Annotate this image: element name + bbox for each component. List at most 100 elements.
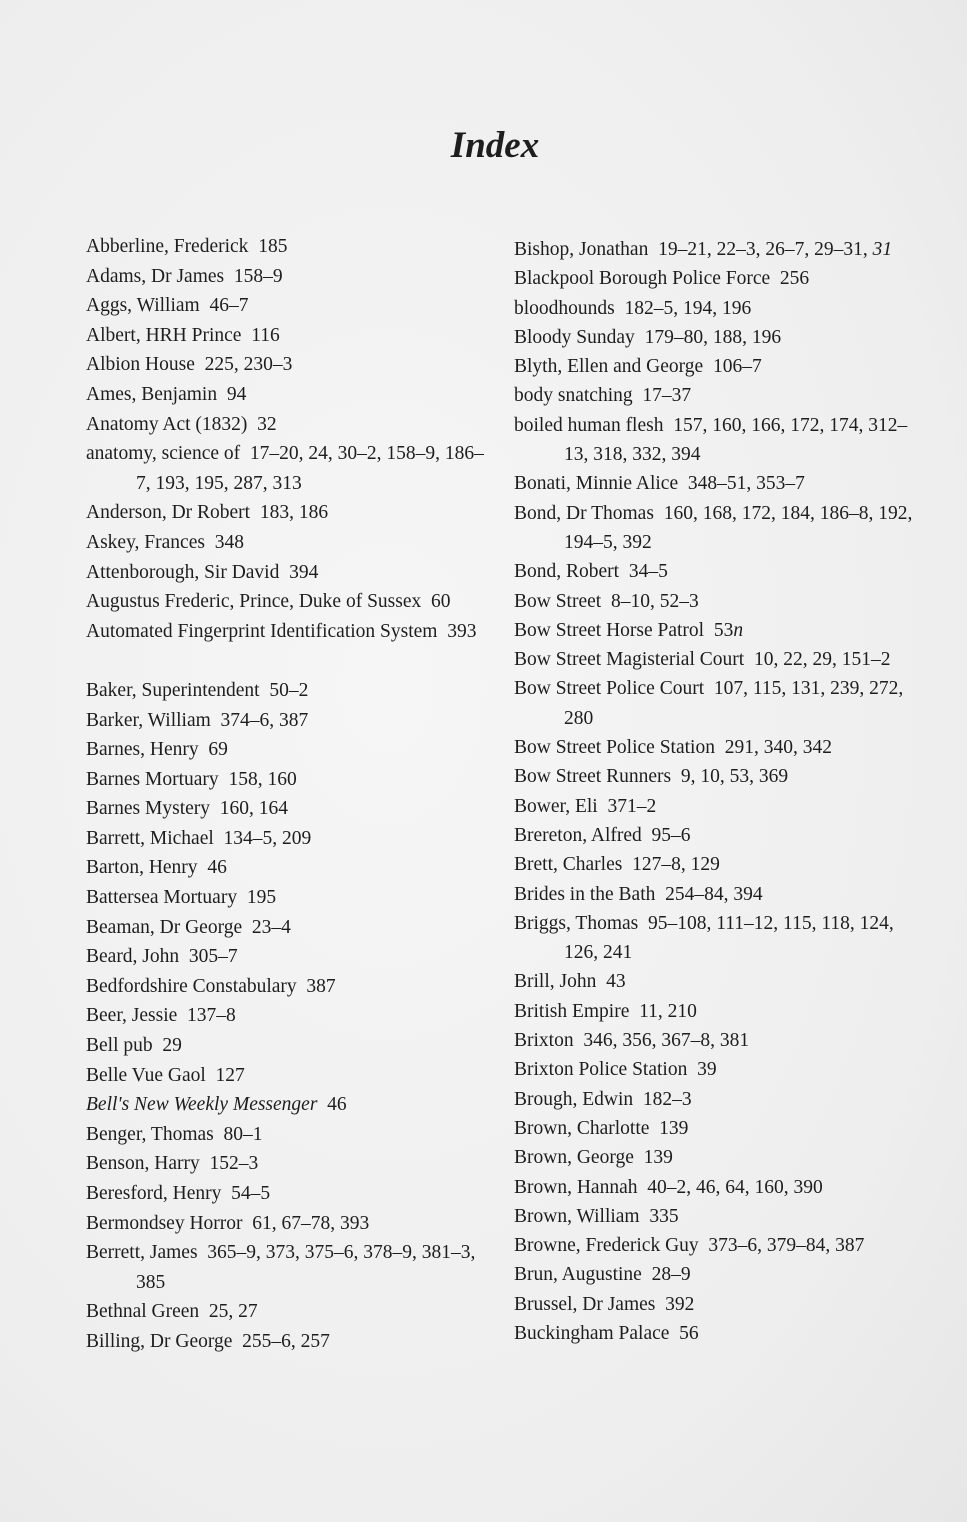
entry-pages: 40–2, 46, 64, 160, 390 — [647, 1176, 823, 1198]
entry-heading: Belle Vue Gaol — [86, 1064, 206, 1086]
entry-pages: 183, 186 — [259, 502, 329, 524]
index-entry: Brussel, Dr James 392 — [514, 1290, 924, 1319]
index-entry: Browne, Frederick Guy 373–6, 379–84, 387 — [514, 1231, 924, 1260]
entry-pages: 25, 27 — [208, 1301, 258, 1323]
index-entry: Bermondsey Horror 61, 67–78, 393 — [86, 1209, 496, 1239]
index-entry: Albert, HRH Prince 116 — [86, 321, 496, 351]
index-entry: Bethnal Green 25, 27 — [86, 1297, 496, 1327]
entry-heading: Aggs, William — [86, 295, 200, 317]
index-entry: Benson, Harry 152–3 — [86, 1149, 496, 1179]
entry-heading: Briggs, Thomas — [514, 912, 639, 934]
entry-pages: 387 — [306, 975, 336, 997]
index-entry: Bow Street Police Station 291, 340, 342 — [514, 733, 924, 762]
index-entry: Billing, Dr George 255–6, 257 — [86, 1327, 496, 1357]
entry-heading: Baker, Superintendent — [86, 679, 260, 701]
entry-pages: 185 — [258, 236, 288, 257]
entry-pages: 182–5, 194, 196 — [624, 297, 752, 319]
index-entry: Bow Street Magisterial Court 10, 22, 29,… — [514, 645, 924, 674]
index-entry: Belle Vue Gaol 127 — [86, 1061, 496, 1091]
index-entry: body snatching 17–37 — [514, 381, 924, 410]
entry-pages: 152–3 — [209, 1153, 259, 1175]
index-entry: Benger, Thomas 80–1 — [86, 1120, 496, 1150]
entry-heading: Brown, George — [514, 1147, 634, 1169]
entry-pages: 137–8 — [187, 1005, 236, 1027]
entry-pages: 46 — [207, 857, 227, 879]
index-entry: Bow Street Police Court 107, 115, 131, 2… — [514, 674, 924, 733]
entry-pages: 95–6 — [651, 824, 691, 846]
index-entry: Beard, John 305–7 — [86, 942, 496, 972]
index-entry: Attenborough, Sir David 394 — [86, 558, 496, 588]
index-entry: Barnes Mortuary 158, 160 — [86, 765, 496, 795]
index-entry: Barton, Henry 46 — [86, 853, 496, 883]
entry-heading: Beaman, Dr George — [86, 916, 243, 938]
entry-pages: 254–84, 394 — [665, 883, 763, 905]
entry-heading: Barrett, Michael — [86, 827, 214, 849]
entry-heading: Bow Street Police Court — [514, 678, 705, 700]
entry-heading: Anatomy Act (1832) — [86, 413, 248, 435]
entry-heading: Brown, Charlotte — [514, 1117, 650, 1139]
entry-heading: Bond, Dr Thomas — [514, 502, 654, 524]
entry-heading: Blyth, Ellen and George — [514, 356, 704, 378]
entry-pages: 23–4 — [251, 916, 291, 938]
index-entry: Bonati, Minnie Alice 348–51, 353–7 — [514, 469, 924, 498]
entry-heading: Bow Street Horse Patrol — [514, 619, 705, 641]
entry-pages: 46–7 — [209, 295, 249, 317]
index-column-right: Bishop, Jonathan 19–21, 22–3, 26–7, 29–3… — [514, 235, 924, 1348]
entry-heading: Bishop, Jonathan — [514, 239, 649, 260]
entry-heading: Bell pub — [86, 1035, 153, 1057]
entry-pages: 43 — [606, 971, 626, 993]
entry-pages: 182–3 — [642, 1088, 692, 1110]
entry-heading: Brixton — [514, 1030, 574, 1052]
entry-pages: 61, 67–78, 393 — [252, 1212, 370, 1234]
entry-pages: 291, 340, 342 — [724, 737, 832, 759]
index-entry: Barnes, Henry 69 — [86, 735, 496, 765]
entry-pages: 50–2 — [269, 679, 309, 701]
entry-heading: Browne, Frederick Guy — [514, 1235, 699, 1257]
entry-pages: 127–8, 129 — [632, 854, 720, 876]
entry-pages: 160, 164 — [219, 798, 289, 820]
entry-heading: Askey, Frances — [86, 531, 205, 553]
entry-heading: Beard, John — [86, 946, 180, 968]
entry-pages: 39 — [697, 1059, 717, 1081]
index-entry: Brown, George 139 — [514, 1143, 924, 1172]
index-entry: Augustus Frederic, Prince, Duke of Susse… — [86, 587, 496, 617]
index-column-left: Abberline, Frederick 185 Adams, Dr James … — [86, 232, 496, 1357]
entry-heading: Bethnal Green — [86, 1301, 200, 1323]
index-entry: Brown, Charlotte 139 — [514, 1114, 924, 1143]
entry-pages: 11, 210 — [639, 1000, 697, 1022]
entry-heading: Beresford, Henry — [86, 1183, 222, 1204]
entry-heading: Abberline, Frederick — [86, 236, 249, 257]
entry-heading: British Empire — [514, 1000, 630, 1022]
entry-heading: Bow Street Police Station — [514, 737, 715, 759]
index-entry: Adams, Dr James 158–9 — [86, 262, 496, 292]
index-entry: Anderson, Dr Robert 183, 186 — [86, 498, 496, 528]
entry-pages: 17–37 — [642, 385, 692, 407]
entry-heading: Brixton Police Station — [514, 1059, 688, 1081]
page-title: Index — [450, 125, 540, 166]
entry-heading: Bow Street Runners — [514, 766, 672, 788]
index-entry: Bow Street Horse Patrol 53n — [514, 616, 924, 645]
index-entry: anatomy, science of 17–20, 24, 30–2, 158… — [86, 439, 496, 498]
entry-pages: 94 — [226, 383, 247, 405]
entry-heading: boiled human flesh — [514, 414, 664, 436]
index-entry: Brill, John 43 — [514, 967, 924, 996]
entry-pages: 393 — [447, 620, 477, 642]
entry-heading: Barker, William — [86, 709, 211, 731]
index-entry: Brixton 346, 356, 367–8, 381 — [514, 1026, 924, 1055]
index-entry: boiled human flesh 157, 160, 166, 172, 1… — [514, 411, 924, 470]
entry-pages: 346, 356, 367–8, 381 — [583, 1030, 750, 1052]
entry-heading: Brown, Hannah — [514, 1176, 638, 1198]
entry-pages: 106–7 — [712, 356, 762, 378]
index-entry: Brides in the Bath 254–84, 394 — [514, 880, 924, 909]
entry-pages: 54–5 — [231, 1183, 271, 1204]
entry-heading: Bedfordshire Constabulary — [86, 975, 297, 997]
index-entry: Bloody Sunday 179–80, 188, 196 — [514, 323, 924, 352]
index-entry: Bond, Dr Thomas 160, 168, 172, 184, 186–… — [514, 499, 924, 558]
entry-heading: Billing, Dr George — [86, 1330, 233, 1352]
index-entry: Bower, Eli 371–2 — [514, 792, 924, 821]
entry-pages: 160, 168, 172, 184, 186–8, 192, 194–5, 3… — [564, 502, 913, 553]
index-entry: Aggs, William 46–7 — [86, 291, 496, 321]
index-entry: Automated Fingerprint Identification Sys… — [86, 617, 496, 647]
entry-heading: Bower, Eli — [514, 795, 598, 817]
index-entry: Brun, Augustine 28–9 — [514, 1260, 924, 1289]
